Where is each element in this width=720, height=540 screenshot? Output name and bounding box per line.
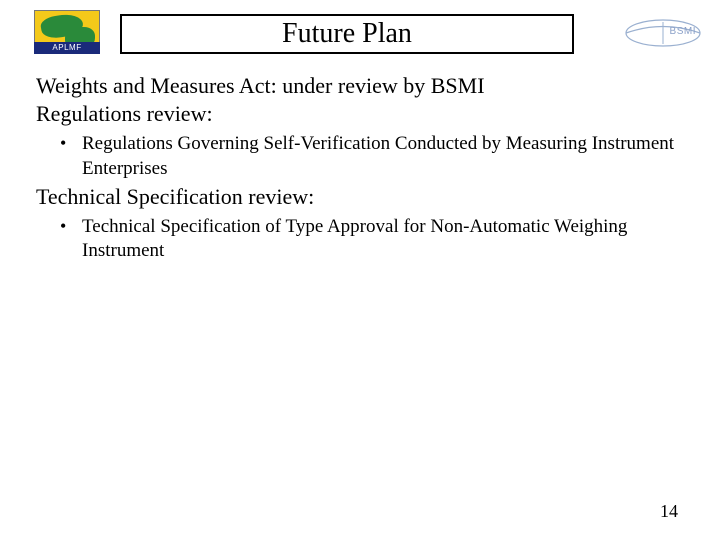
bullet-row-2: • Technical Specification of Type Approv… bbox=[36, 215, 696, 264]
body-line-2: Regulations review: bbox=[36, 100, 696, 128]
slide: APLMF Future Plan BSMI Weights and Measu… bbox=[0, 0, 720, 540]
bullet-marker: • bbox=[36, 215, 82, 264]
bullet-text-2: Technical Specification of Type Approval… bbox=[82, 215, 696, 264]
aplmf-logo: APLMF bbox=[34, 10, 100, 54]
bsmi-logo: BSMI bbox=[624, 14, 702, 52]
body-line-3: Technical Specification review: bbox=[36, 183, 696, 211]
aplmf-logo-text: APLMF bbox=[34, 42, 100, 54]
page-number: 14 bbox=[660, 501, 678, 522]
bsmi-logo-text: BSMI bbox=[670, 26, 696, 37]
body-line-1: Weights and Measures Act: under review b… bbox=[36, 72, 696, 100]
bullet-marker: • bbox=[36, 132, 82, 181]
header: APLMF Future Plan BSMI bbox=[0, 8, 720, 58]
slide-body: Weights and Measures Act: under review b… bbox=[36, 72, 696, 264]
bullet-row-1: • Regulations Governing Self-Verificatio… bbox=[36, 132, 696, 181]
bullet-text-1: Regulations Governing Self-Verification … bbox=[82, 132, 696, 181]
slide-title: Future Plan bbox=[120, 14, 574, 54]
